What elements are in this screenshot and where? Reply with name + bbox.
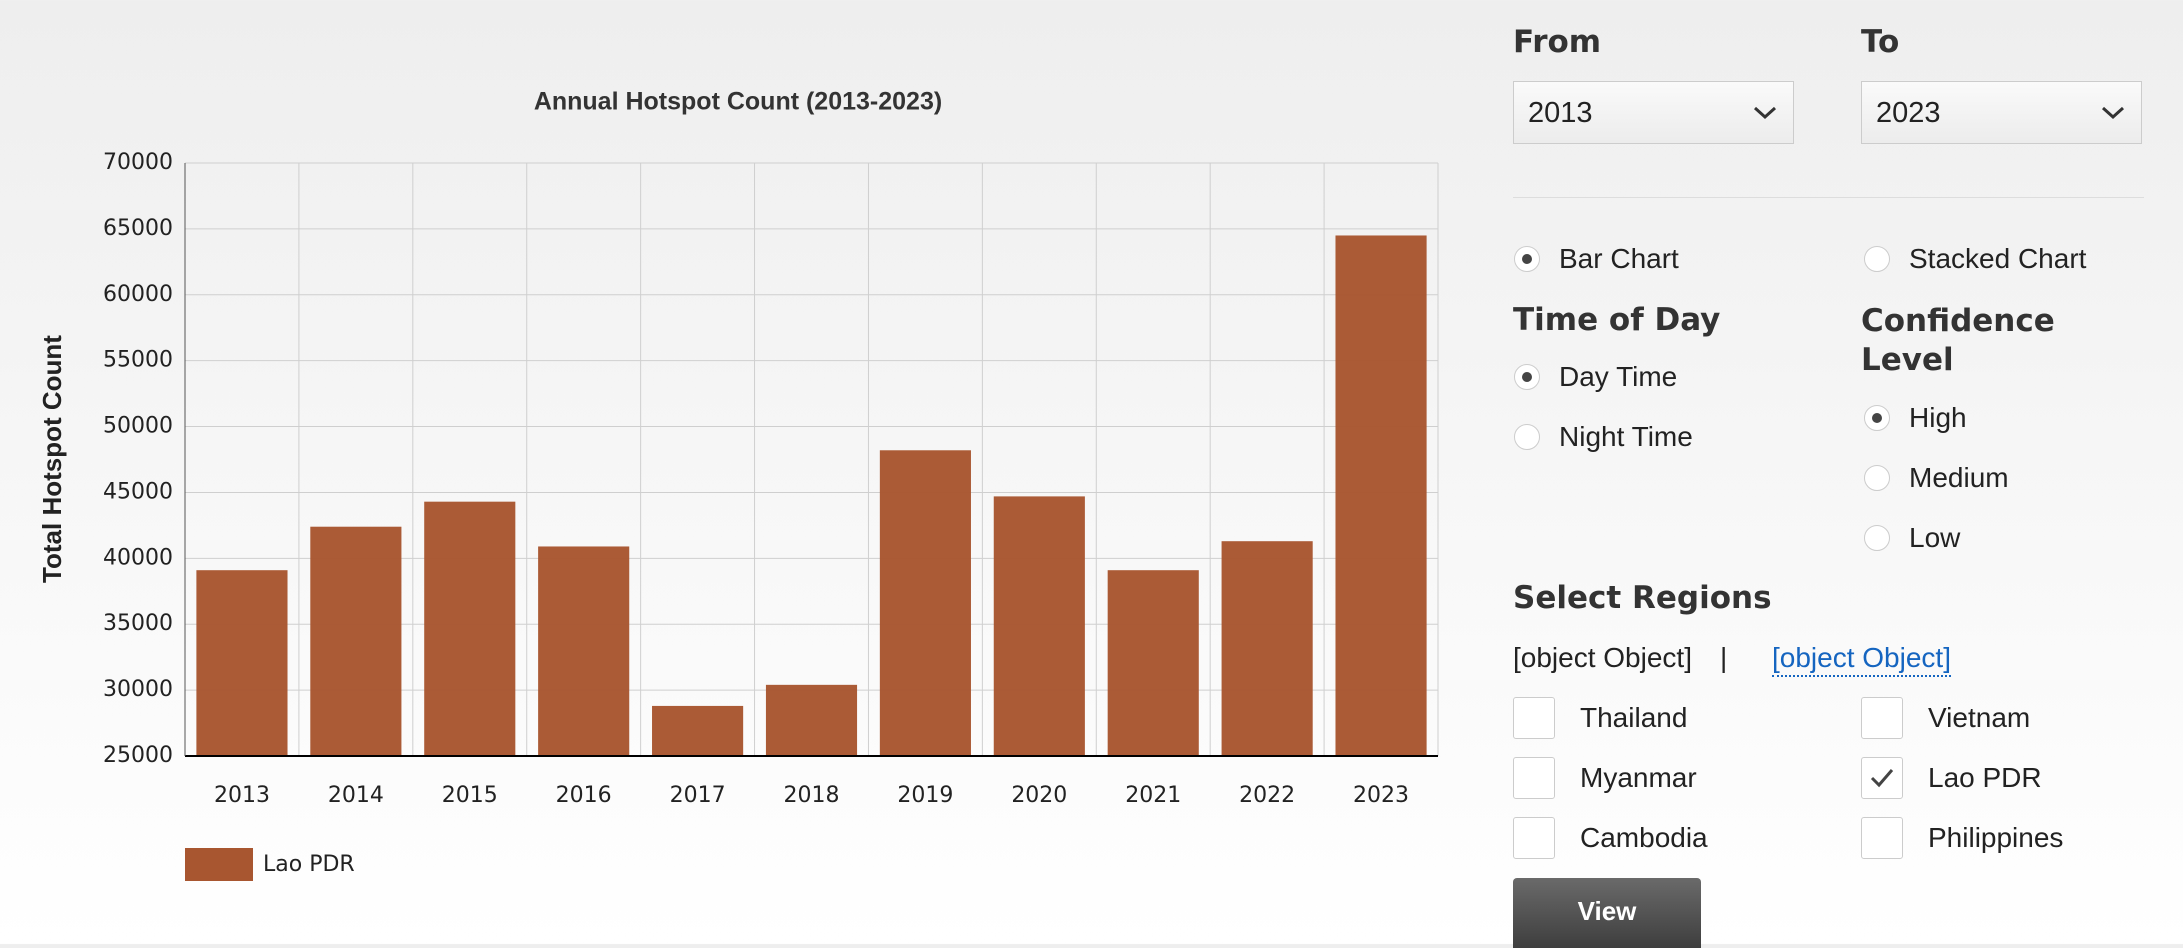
x-tick-label: 2019 [897, 783, 953, 808]
radio-label[interactable]: High [1909, 402, 1967, 433]
y-tick-label: 40000 [103, 545, 173, 570]
x-tick-label: 2016 [556, 783, 612, 808]
radio-button[interactable] [1514, 424, 1540, 450]
checkbox[interactable] [1861, 697, 1903, 739]
checkbox[interactable] [1513, 697, 1555, 739]
checkbox[interactable] [1513, 757, 1555, 799]
bar [652, 705, 744, 756]
y-tick-label: 70000 [103, 150, 173, 175]
from-label: From [1513, 24, 1602, 60]
radio-label[interactable]: Night Time [1559, 421, 1693, 452]
y-tick-label: 30000 [103, 677, 173, 702]
section-title: Time of Day [1513, 302, 1721, 338]
legend-swatch [185, 848, 253, 881]
region-tab[interactable]: [object Object] [1772, 641, 1951, 677]
x-tick-label: 2021 [1125, 783, 1181, 808]
to-label: To [1861, 24, 1900, 60]
chart-title: Annual Hotspot Count (2013-2023) [534, 88, 942, 116]
bar [424, 501, 516, 756]
x-tick-label: 2020 [1011, 783, 1067, 808]
radio-label[interactable]: Medium [1909, 462, 2009, 493]
legend-label: Lao PDR [263, 852, 355, 877]
checkbox[interactable] [1861, 817, 1903, 859]
checkbox-label[interactable]: Myanmar [1580, 762, 1697, 793]
bar [1335, 235, 1427, 756]
checkbox-label[interactable]: Thailand [1580, 702, 1688, 733]
radio-label[interactable]: Low [1909, 522, 1961, 553]
radio-label[interactable]: Day Time [1559, 361, 1678, 392]
radio-button[interactable] [1864, 405, 1890, 431]
y-axis-label: Total Hotspot Count [37, 335, 67, 583]
x-tick-label: 2014 [328, 783, 384, 808]
bar [538, 546, 630, 756]
y-tick-label: 60000 [103, 282, 173, 307]
section-title: Select Regions [1513, 580, 1772, 616]
section-title: Confidence Level [1861, 303, 2055, 378]
x-tick-label: 2013 [214, 783, 270, 808]
select-value: 2023 [1876, 97, 1941, 129]
checkbox-label[interactable]: Lao PDR [1928, 762, 2042, 793]
to-select[interactable]: 2023 [1861, 81, 2142, 144]
x-tick-label: 2023 [1353, 783, 1409, 808]
chevron [1753, 106, 1777, 120]
bar [310, 526, 402, 756]
select-value: 2013 [1528, 97, 1593, 129]
y-tick-label: 55000 [103, 348, 173, 373]
checkbox[interactable] [1513, 817, 1555, 859]
from-select[interactable]: 2013 [1513, 81, 1794, 144]
separator: | [1720, 642, 1728, 673]
radio-button[interactable] [1514, 246, 1540, 272]
radio-button[interactable] [1864, 525, 1890, 551]
checkbox-label[interactable]: Vietnam [1928, 702, 2031, 733]
radio-button[interactable] [1864, 246, 1890, 272]
y-tick-label: 50000 [103, 414, 173, 439]
check-mark [1870, 769, 1894, 788]
view-button[interactable]: View [1513, 878, 1701, 948]
y-tick-label: 25000 [103, 743, 173, 768]
bar [765, 684, 858, 756]
x-tick-label: 2018 [784, 783, 840, 808]
y-tick-label: 65000 [103, 216, 173, 241]
bar [1107, 570, 1199, 756]
checkbox[interactable] [1861, 757, 1903, 799]
divider [1513, 197, 2144, 198]
bar [993, 496, 1085, 756]
radio-button[interactable] [1864, 465, 1890, 491]
x-tick-label: 2017 [670, 783, 726, 808]
radio-button[interactable] [1514, 364, 1540, 390]
bar [879, 450, 971, 756]
region-tab[interactable]: [object Object] [1513, 642, 1692, 673]
chart: Annual Hotspot Count (2013-2023) Total H… [37, 88, 1439, 881]
x-tick-label: 2022 [1239, 783, 1295, 808]
radio-label[interactable]: Stacked Chart [1909, 243, 2087, 274]
bar [1221, 541, 1313, 756]
x-tick-label: 2015 [442, 783, 498, 808]
checkbox-label[interactable]: Philippines [1928, 822, 2064, 853]
checkbox-label[interactable]: Cambodia [1580, 822, 1708, 853]
bar [196, 570, 288, 756]
y-tick-label: 35000 [103, 611, 173, 636]
radio-label[interactable]: Bar Chart [1559, 243, 1679, 274]
chevron [2101, 106, 2125, 120]
y-tick-label: 45000 [103, 479, 173, 504]
